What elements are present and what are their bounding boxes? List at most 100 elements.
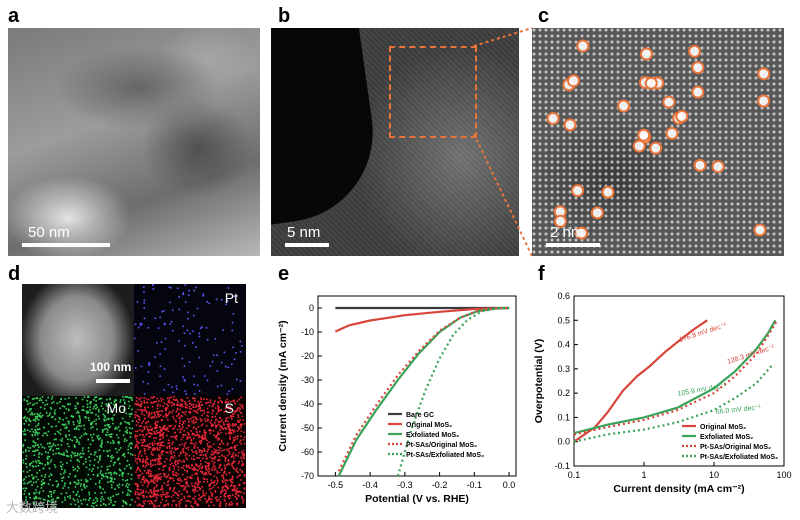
s-signal-dot — [142, 494, 145, 497]
s-signal-dot — [196, 479, 199, 481]
s-signal-dot — [218, 421, 221, 424]
s-signal-dot — [155, 489, 157, 492]
mo-signal-dot — [96, 455, 99, 458]
s-signal-dot — [157, 504, 160, 507]
s-signal-dot — [211, 416, 214, 418]
s-signal-dot — [207, 420, 209, 422]
s-signal-dot — [141, 434, 144, 436]
s-signal-dot — [143, 476, 145, 479]
x-tick-label: -0.2 — [432, 480, 448, 490]
s-signal-dot — [134, 493, 137, 496]
s-signal-dot — [209, 429, 212, 431]
s-signal-dot — [229, 479, 231, 481]
s-signal-dot — [138, 419, 141, 421]
s-signal-dot — [204, 420, 207, 422]
tem-image-a: 50 nm — [8, 28, 260, 256]
mo-signal-dot — [108, 426, 111, 429]
s-signal-dot — [171, 471, 174, 473]
mo-signal-dot — [53, 464, 56, 466]
pt-signal-dot — [232, 313, 235, 315]
s-signal-dot — [204, 498, 207, 500]
s-signal-dot — [165, 496, 168, 498]
s-signal-dot — [232, 452, 235, 454]
mo-signal-dot — [50, 459, 53, 461]
y-tick-label: -50 — [301, 423, 314, 433]
s-signal-dot — [152, 444, 154, 447]
s-signal-dot — [196, 464, 198, 466]
s-signal-dot — [168, 466, 171, 469]
mo-signal-dot — [34, 442, 37, 444]
mo-signal-dot — [68, 434, 71, 436]
pt-atom — [546, 111, 560, 125]
mo-signal-dot — [27, 410, 29, 413]
s-signal-dot — [139, 488, 142, 491]
s-signal-dot — [231, 475, 234, 478]
s-signal-dot — [188, 400, 190, 402]
s-signal-dot — [239, 474, 242, 477]
s-signal-dot — [142, 489, 144, 492]
s-signal-dot — [152, 474, 154, 477]
s-signal-dot — [181, 498, 183, 501]
s-signal-dot — [183, 429, 185, 432]
pt-signal-dot — [215, 298, 218, 301]
s-signal-dot — [175, 505, 178, 507]
s-signal-dot — [154, 413, 156, 415]
s-signal-dot — [195, 421, 197, 424]
mo-signal-dot — [122, 399, 125, 401]
pt-signal-dot — [164, 337, 167, 340]
s-signal-dot — [208, 441, 211, 443]
s-signal-dot — [192, 433, 195, 436]
mo-signal-dot — [103, 450, 105, 452]
s-signal-dot — [207, 499, 210, 502]
mo-dots — [22, 396, 134, 508]
s-signal-dot — [185, 482, 188, 484]
s-signal-dot — [210, 479, 213, 482]
mo-signal-dot — [71, 416, 74, 418]
s-signal-dot — [179, 417, 181, 420]
mo-signal-dot — [118, 483, 121, 486]
pt-signal-dot — [231, 329, 234, 332]
s-signal-dot — [179, 403, 182, 405]
s-signal-dot — [149, 480, 152, 483]
map-label-pt: Pt — [224, 290, 238, 306]
s-signal-dot — [168, 412, 170, 415]
s-signal-dot — [185, 481, 188, 483]
mo-signal-dot — [29, 402, 31, 405]
s-signal-dot — [166, 407, 169, 409]
s-signal-dot — [146, 426, 149, 429]
s-signal-dot — [134, 501, 136, 503]
y-tick-label: 0.5 — [557, 315, 570, 325]
mo-signal-dot — [121, 417, 124, 420]
mo-signal-dot — [50, 408, 53, 410]
s-signal-dot — [186, 491, 189, 494]
mo-signal-dot — [111, 419, 114, 421]
s-signal-dot — [170, 424, 173, 427]
s-signal-dot — [154, 442, 156, 445]
s-signal-dot — [141, 460, 144, 463]
s-signal-dot — [237, 435, 239, 438]
s-signal-dot — [201, 434, 204, 437]
mo-signal-dot — [97, 437, 99, 440]
s-signal-dot — [134, 454, 136, 457]
mo-signal-dot — [72, 421, 75, 423]
s-signal-dot — [145, 460, 147, 462]
s-signal-dot — [232, 431, 235, 433]
s-signal-dot — [242, 464, 244, 466]
s-signal-dot — [242, 453, 245, 456]
s-signal-dot — [168, 424, 171, 427]
mo-signal-dot — [36, 412, 38, 415]
mo-signal-dot — [107, 412, 109, 414]
s-signal-dot — [148, 435, 150, 438]
mo-signal-dot — [52, 491, 55, 494]
mo-signal-dot — [72, 498, 75, 500]
s-signal-dot — [157, 432, 160, 434]
mo-signal-dot — [85, 433, 88, 436]
mo-signal-dot — [52, 498, 54, 500]
x-tick-label: -0.5 — [328, 480, 344, 490]
s-signal-dot — [156, 448, 159, 451]
mo-signal-dot — [78, 495, 81, 498]
pt-signal-dot — [183, 365, 186, 367]
s-signal-dot — [160, 443, 162, 445]
s-signal-dot — [169, 463, 172, 466]
pt-atom — [571, 184, 585, 198]
